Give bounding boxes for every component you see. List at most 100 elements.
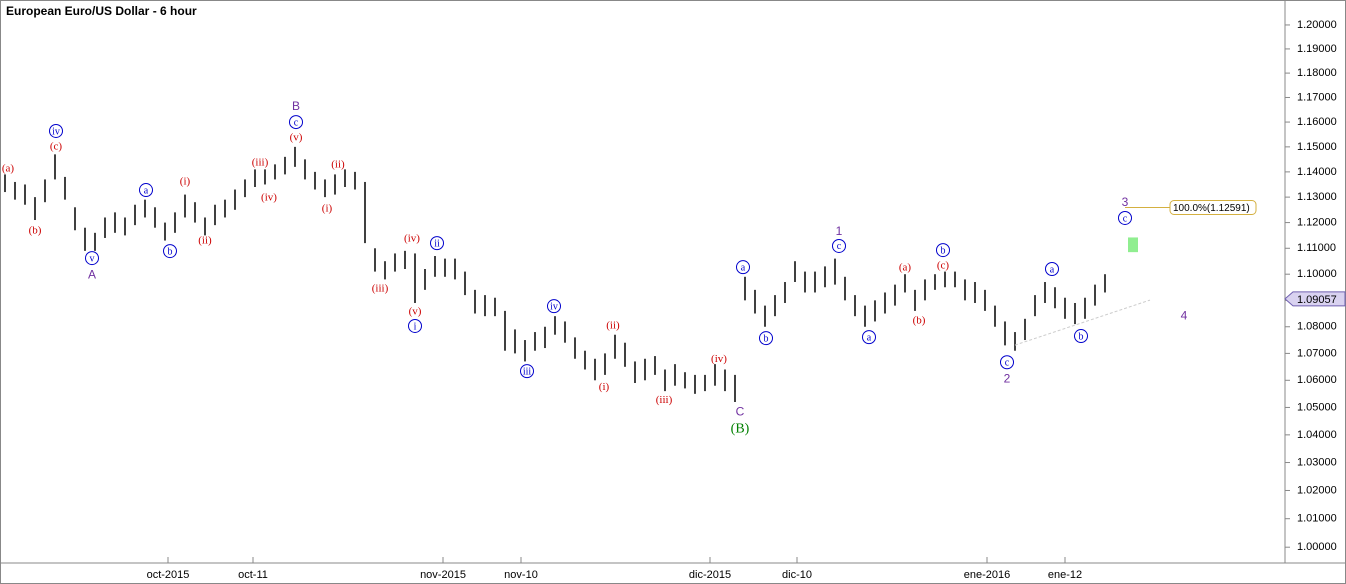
wave-label: a bbox=[741, 262, 746, 273]
wave-circle bbox=[520, 364, 534, 379]
wave-label: (iv) bbox=[711, 353, 727, 365]
wave-label: (b) bbox=[913, 315, 926, 327]
y-tick-label: 1.01000 bbox=[1297, 513, 1337, 525]
wave-label: iv bbox=[52, 126, 60, 137]
trendline bbox=[1014, 299, 1151, 346]
y-tick-label: 1.14000 bbox=[1297, 166, 1337, 178]
wave-label: (a) bbox=[2, 163, 15, 175]
wave-circle bbox=[289, 115, 303, 130]
wave-label: b bbox=[1079, 331, 1084, 342]
fib-label: 100.0%(1.12591) bbox=[1173, 203, 1250, 214]
x-tick-label: dic-2015 bbox=[689, 569, 731, 581]
wave-circle bbox=[1045, 261, 1059, 276]
wave-label: (iv) bbox=[404, 232, 420, 244]
wave-label: (ii) bbox=[606, 320, 620, 332]
y-tick-label: 1.00000 bbox=[1297, 541, 1337, 553]
y-tick-label: 1.06000 bbox=[1297, 374, 1337, 386]
y-tick-label: 1.13000 bbox=[1297, 191, 1337, 203]
wave-circle bbox=[736, 260, 750, 275]
wave-circle bbox=[163, 244, 177, 259]
y-tick-label: 1.12000 bbox=[1297, 216, 1337, 228]
wave-label: (i) bbox=[180, 175, 191, 187]
wave-label: (iii) bbox=[656, 394, 673, 406]
wave-circle bbox=[832, 238, 846, 253]
wave-label: (b) bbox=[29, 225, 42, 237]
wave-label: 1 bbox=[836, 224, 843, 238]
x-tick-label: oct-2015 bbox=[147, 569, 190, 581]
wave-label: c bbox=[294, 117, 299, 128]
wave-circle bbox=[759, 331, 773, 346]
wave-label: c bbox=[837, 241, 842, 252]
target-zone bbox=[1128, 237, 1138, 253]
y-tick-label: 1.05000 bbox=[1297, 401, 1337, 413]
wave-label: b bbox=[168, 246, 173, 257]
wave-circle bbox=[1074, 329, 1088, 344]
y-tick-label: 1.18000 bbox=[1297, 67, 1337, 79]
wave-label: C bbox=[736, 404, 745, 418]
wave-label: (c) bbox=[50, 141, 63, 153]
wave-label: 3 bbox=[1122, 195, 1129, 209]
wave-label: i bbox=[414, 321, 417, 332]
wave-label: 2 bbox=[1004, 371, 1011, 385]
x-tick-label: nov-2015 bbox=[420, 569, 466, 581]
wave-label: (c) bbox=[937, 260, 950, 272]
y-tick-label: 1.16000 bbox=[1297, 116, 1337, 128]
wave-circle bbox=[139, 183, 153, 198]
wave-label: b bbox=[764, 333, 769, 344]
wave-label: 4 bbox=[1181, 308, 1188, 322]
wave-label: a bbox=[867, 332, 872, 343]
wave-circle bbox=[547, 299, 561, 314]
wave-label: b bbox=[941, 245, 946, 256]
y-tick-label: 1.19000 bbox=[1297, 43, 1337, 55]
wave-label: A bbox=[88, 267, 96, 281]
wave-circle bbox=[49, 123, 63, 138]
wave-circle bbox=[1118, 210, 1132, 225]
wave-label: (i) bbox=[599, 381, 610, 393]
wave-circle bbox=[430, 236, 444, 251]
wave-label: (ii) bbox=[331, 159, 345, 171]
last-price-label: 1.09057 bbox=[1297, 294, 1337, 306]
x-tick-label: ene-2016 bbox=[964, 569, 1011, 581]
wave-label: (i) bbox=[322, 203, 333, 215]
wave-label: (v) bbox=[290, 131, 303, 143]
chart-title: European Euro/US Dollar - 6 hour bbox=[6, 4, 197, 18]
y-tick-label: 1.15000 bbox=[1297, 141, 1337, 153]
fib-label-box bbox=[1169, 200, 1257, 216]
last-price-box bbox=[1284, 291, 1346, 307]
y-tick-label: 1.20000 bbox=[1297, 19, 1337, 31]
x-tick-label: oct-11 bbox=[238, 569, 268, 581]
y-tick-label: 1.10000 bbox=[1297, 268, 1337, 280]
wave-label: (iii) bbox=[372, 283, 389, 295]
wave-label: (ii) bbox=[198, 235, 212, 247]
wave-label: c bbox=[1123, 213, 1128, 224]
y-tick-label: 1.02000 bbox=[1297, 484, 1337, 496]
wave-label: (v) bbox=[409, 306, 422, 318]
wave-label: a bbox=[144, 185, 149, 196]
x-tick-label: ene-12 bbox=[1048, 569, 1082, 581]
wave-label: a bbox=[1050, 264, 1055, 275]
y-tick-label: 1.07000 bbox=[1297, 347, 1337, 359]
wave-circle bbox=[1000, 355, 1014, 370]
y-tick-label: 1.08000 bbox=[1297, 321, 1337, 333]
wave-label: (iv) bbox=[261, 192, 277, 204]
x-tick-label: dic-10 bbox=[782, 569, 812, 581]
y-tick-label: 1.11000 bbox=[1297, 242, 1336, 254]
wave-label: iv bbox=[550, 301, 558, 312]
y-tick-label: 1.04000 bbox=[1297, 429, 1337, 441]
wave-circle bbox=[862, 330, 876, 345]
wave-label: v bbox=[90, 253, 95, 264]
wave-circle bbox=[936, 243, 950, 258]
y-tick-label: 1.03000 bbox=[1297, 456, 1337, 468]
wave-circle bbox=[85, 251, 99, 266]
wave-label: c bbox=[1005, 358, 1010, 369]
wave-label: B bbox=[292, 99, 300, 113]
y-tick-label: 1.17000 bbox=[1297, 91, 1337, 103]
wave-circle bbox=[408, 318, 422, 333]
wave-label: (B) bbox=[731, 421, 750, 436]
wave-label: ii bbox=[434, 238, 440, 249]
wave-label: iii bbox=[523, 366, 532, 377]
wave-label: (a) bbox=[899, 262, 912, 274]
x-tick-label: nov-10 bbox=[504, 569, 538, 581]
